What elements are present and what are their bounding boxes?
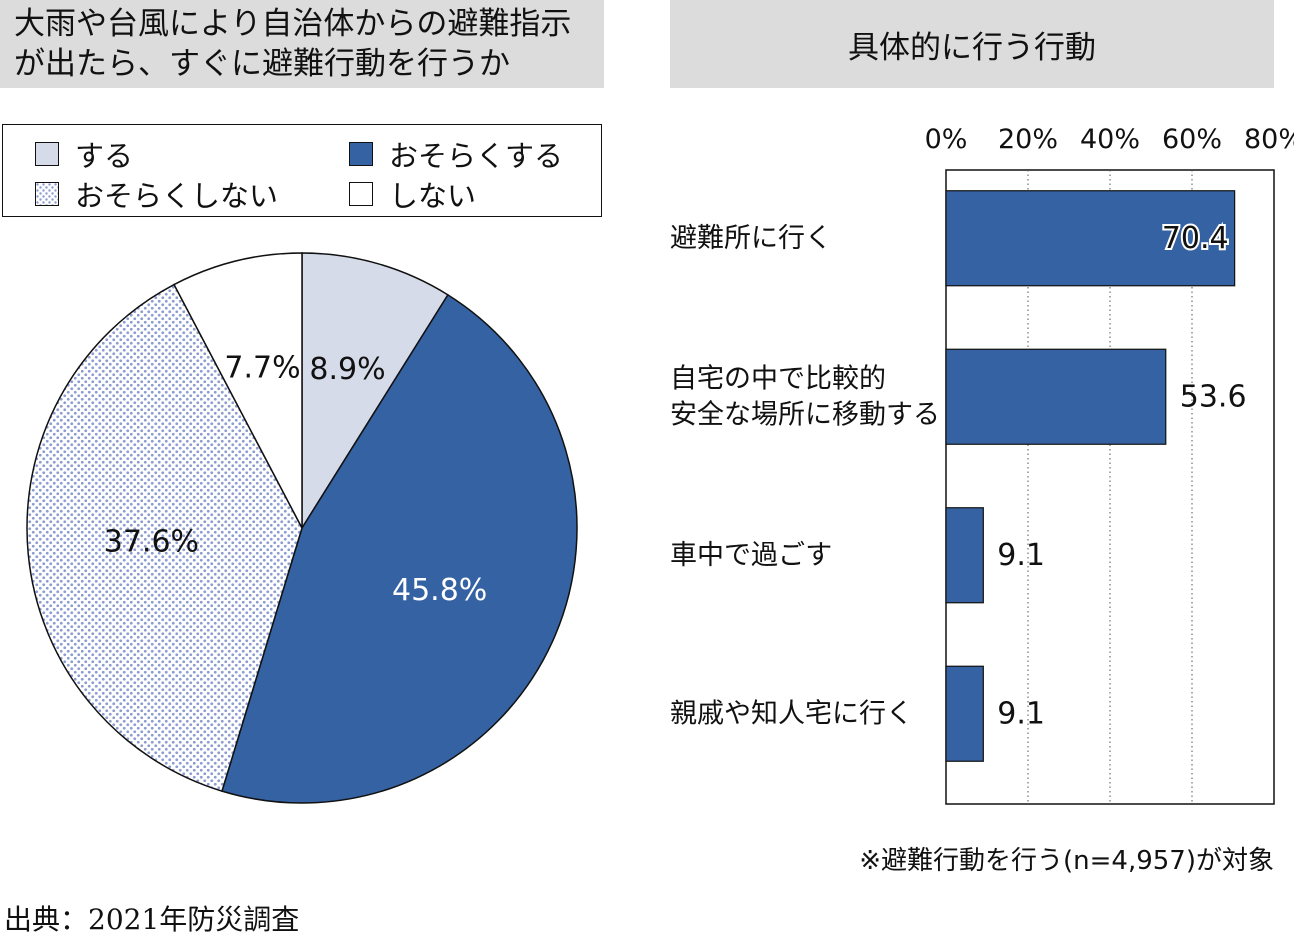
legend-swatch-osoraku-shinai [35,182,59,206]
legend-label-shinai: しない [389,179,477,213]
category-label: 車中で過ごす [670,540,832,571]
category-label: 安全な場所に移動する [670,399,940,430]
pie-slice [221,293,578,804]
bar-value-label: 70.4 [1162,221,1229,256]
pie-title-line-1: 大雨や台風により自治体からの避難指示 [14,6,572,42]
legend-item-osoraku-shinai: おそらくしない [35,173,278,215]
pie-slice-label: 37.6% [104,525,199,560]
bar-value-label: 53.6 [1180,379,1247,414]
bar [945,348,1167,445]
pie-chart: 8.9% 45.8% 37.6% 7.7% [26,252,578,804]
legend-item-osoraku-suru: おそらくする [349,133,563,175]
legend-label-osoraku-suru: おそらくする [389,139,564,173]
sample-note: ※避難行動を行う(n=4,957)が対象 [859,846,1274,876]
pie-chart-title: 大雨や台風により自治体からの避難指示 が出たら、すぐに避難行動を行うか [0,0,604,88]
bar-chart: 0% 20% 40% 60% 80% 避難所に行く自宅の中で比較的安全な場所に移動する車… [670,124,1294,805]
pie-slice [301,252,449,531]
category-label: 親戚や知人宅に行く [670,698,913,729]
legend-swatch-shinai [349,182,373,206]
bar [945,507,984,604]
bar-value-label: 9.1 [997,538,1045,573]
pie-slice [26,283,303,793]
pie-slice-label: 7.7% [224,350,300,385]
pie-title-line-2: が出たら、すぐに避難行動を行うか [14,46,510,82]
legend-label-osoraku-shinai: おそらくしない [75,179,279,213]
legend-item-suru: する [35,133,133,175]
source-credit: 出典：2021年防災調査 [4,903,300,936]
x-tick-label: 40% [1080,124,1140,155]
category-label: 自宅の中で比較的 [670,363,886,394]
x-tick-label: 60% [1162,124,1222,155]
legend-item-shinai: しない [349,173,476,215]
category-label: 避難所に行く [670,223,832,254]
x-tick-label: 0% [925,124,968,155]
bar-value-label: 9.1 [997,696,1045,731]
pie-slice-label: 45.8% [392,573,487,608]
legend-label-suru: する [75,139,134,173]
x-tick-label: 80% [1244,124,1294,155]
legend-swatch-osoraku-suru [349,142,373,166]
bar [945,665,984,762]
pie-legend: する おそらくする おそらくしない しない [2,124,602,217]
pie-slice [173,252,303,529]
x-tick-label: 20% [998,124,1058,155]
legend-swatch-suru [35,142,59,166]
bar-chart-title: 具体的に行う行動 [670,0,1274,88]
bar [945,190,1236,287]
pie-slice-label: 8.9% [309,352,385,387]
